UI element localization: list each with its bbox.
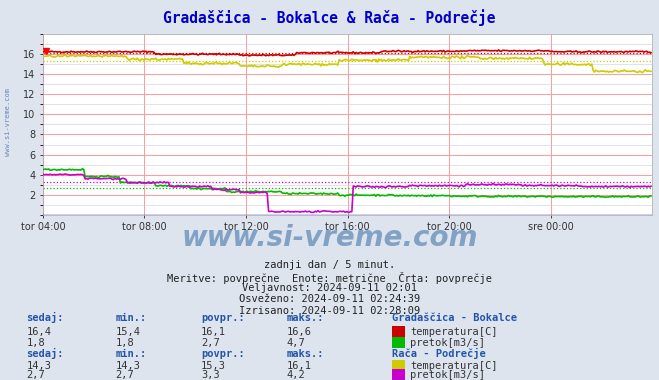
Text: 16,1: 16,1 [201,327,226,337]
Text: 1,8: 1,8 [115,338,134,348]
Text: 16,6: 16,6 [287,327,312,337]
Text: 14,3: 14,3 [26,361,51,370]
Text: min.:: min.: [115,313,146,323]
Text: 4,7: 4,7 [287,338,305,348]
Text: pretok[m3/s]: pretok[m3/s] [410,338,485,348]
Text: www.si-vreme.com: www.si-vreme.com [181,223,478,252]
Text: povpr.:: povpr.: [201,313,244,323]
Text: 1,8: 1,8 [26,338,45,348]
Text: Rača - Podrečje: Rača - Podrečje [392,348,486,359]
Text: maks.:: maks.: [287,349,324,359]
Text: min.:: min.: [115,349,146,359]
Text: maks.:: maks.: [287,313,324,323]
Text: Osveženo: 2024-09-11 02:24:39: Osveženo: 2024-09-11 02:24:39 [239,294,420,304]
Text: 16,4: 16,4 [26,327,51,337]
Text: sedaj:: sedaj: [26,348,64,359]
Text: Gradaščica - Bokalce & Rača - Podrečje: Gradaščica - Bokalce & Rača - Podrečje [163,10,496,26]
Text: 4,2: 4,2 [287,370,305,380]
Text: 2,7: 2,7 [201,338,219,348]
Text: sedaj:: sedaj: [26,312,64,323]
Text: zadnji dan / 5 minut.: zadnji dan / 5 minut. [264,260,395,270]
Text: Gradaščica - Bokalce: Gradaščica - Bokalce [392,313,517,323]
Text: 15,4: 15,4 [115,327,140,337]
Text: www.si-vreme.com: www.si-vreme.com [5,88,11,155]
Text: Veljavnost: 2024-09-11 02:01: Veljavnost: 2024-09-11 02:01 [242,283,417,293]
Text: 15,3: 15,3 [201,361,226,370]
Text: Izrisano: 2024-09-11 02:28:09: Izrisano: 2024-09-11 02:28:09 [239,306,420,316]
Text: Meritve: povprečne  Enote: metrične  Črta: povprečje: Meritve: povprečne Enote: metrične Črta:… [167,272,492,284]
Text: 2,7: 2,7 [115,370,134,380]
Text: temperatura[C]: temperatura[C] [410,361,498,370]
Text: 14,3: 14,3 [115,361,140,370]
Text: pretok[m3/s]: pretok[m3/s] [410,370,485,380]
Text: 16,1: 16,1 [287,361,312,370]
Text: povpr.:: povpr.: [201,349,244,359]
Text: temperatura[C]: temperatura[C] [410,327,498,337]
Text: 3,3: 3,3 [201,370,219,380]
Text: 2,7: 2,7 [26,370,45,380]
